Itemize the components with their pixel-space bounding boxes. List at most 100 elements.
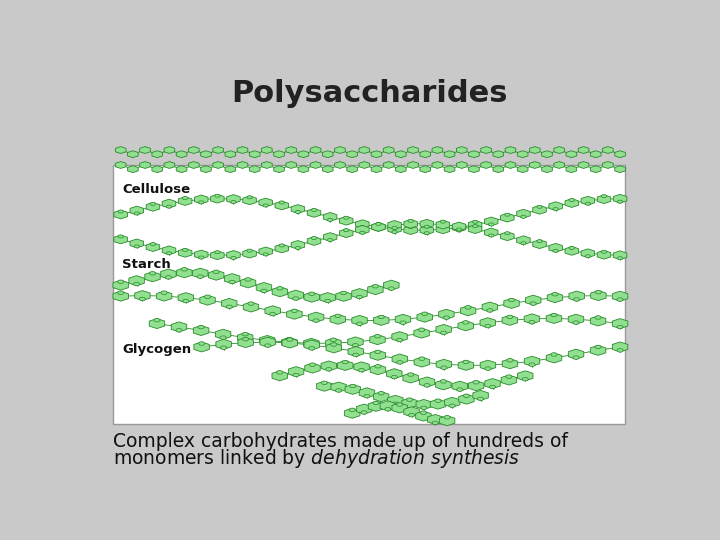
Polygon shape (130, 206, 143, 215)
Polygon shape (201, 151, 211, 158)
Polygon shape (145, 272, 161, 282)
Polygon shape (376, 222, 382, 225)
Polygon shape (347, 166, 357, 173)
Polygon shape (378, 392, 384, 395)
Polygon shape (275, 244, 289, 253)
Polygon shape (452, 222, 466, 231)
Polygon shape (370, 335, 385, 345)
Polygon shape (418, 328, 425, 332)
Polygon shape (194, 195, 208, 204)
Polygon shape (317, 381, 332, 391)
Polygon shape (551, 313, 557, 316)
Polygon shape (308, 345, 315, 348)
Polygon shape (264, 342, 271, 346)
Polygon shape (387, 395, 403, 406)
Polygon shape (242, 338, 249, 341)
Polygon shape (354, 362, 369, 372)
Polygon shape (359, 388, 374, 398)
Polygon shape (348, 347, 364, 356)
Polygon shape (428, 415, 443, 424)
Polygon shape (229, 280, 235, 284)
Polygon shape (415, 411, 431, 421)
Polygon shape (508, 298, 515, 302)
Polygon shape (156, 291, 172, 301)
Polygon shape (356, 404, 372, 414)
Polygon shape (468, 220, 482, 229)
Polygon shape (617, 257, 623, 260)
Polygon shape (189, 146, 199, 153)
Polygon shape (298, 166, 309, 173)
Polygon shape (295, 211, 301, 213)
Polygon shape (194, 342, 210, 352)
Polygon shape (304, 292, 320, 302)
Polygon shape (370, 364, 386, 375)
Polygon shape (504, 299, 519, 308)
Polygon shape (325, 368, 332, 371)
Polygon shape (245, 278, 251, 281)
Polygon shape (392, 231, 397, 233)
Polygon shape (417, 312, 433, 322)
Polygon shape (505, 213, 510, 216)
Polygon shape (325, 338, 341, 348)
Polygon shape (403, 373, 418, 383)
Polygon shape (339, 217, 353, 225)
Polygon shape (452, 381, 467, 391)
Text: monomers linked by $\it{dehydration\ synthesis}$: monomers linked by $\it{dehydration\ syn… (114, 448, 521, 470)
Polygon shape (323, 213, 337, 221)
Text: Polysaccharides: Polysaccharides (230, 79, 508, 109)
Polygon shape (150, 202, 156, 205)
Polygon shape (139, 298, 145, 301)
Polygon shape (339, 229, 353, 238)
Polygon shape (215, 251, 220, 254)
Polygon shape (482, 302, 498, 312)
Polygon shape (171, 322, 186, 332)
Polygon shape (408, 373, 414, 376)
Polygon shape (374, 364, 382, 368)
Polygon shape (310, 146, 321, 153)
Polygon shape (528, 363, 536, 366)
Polygon shape (487, 309, 493, 312)
Polygon shape (249, 166, 260, 173)
Polygon shape (578, 161, 589, 168)
Polygon shape (352, 343, 359, 347)
Polygon shape (115, 146, 126, 153)
Polygon shape (336, 292, 351, 301)
Polygon shape (304, 339, 319, 348)
Polygon shape (220, 336, 227, 339)
Polygon shape (372, 401, 379, 404)
Polygon shape (288, 290, 304, 300)
Polygon shape (310, 161, 321, 168)
Polygon shape (201, 166, 211, 173)
Polygon shape (227, 251, 240, 259)
Polygon shape (601, 251, 607, 253)
Polygon shape (546, 313, 562, 323)
Polygon shape (395, 151, 406, 158)
Polygon shape (213, 270, 220, 273)
Polygon shape (349, 384, 356, 388)
Polygon shape (249, 151, 260, 158)
Polygon shape (176, 329, 182, 332)
Polygon shape (372, 166, 382, 173)
Polygon shape (140, 146, 150, 153)
Polygon shape (247, 249, 253, 252)
Polygon shape (435, 399, 441, 402)
Polygon shape (383, 161, 394, 168)
Polygon shape (472, 220, 478, 223)
Polygon shape (595, 316, 601, 319)
Polygon shape (424, 232, 430, 235)
Polygon shape (432, 421, 438, 424)
Polygon shape (276, 287, 283, 290)
Polygon shape (432, 146, 443, 153)
Polygon shape (198, 342, 205, 345)
Polygon shape (420, 151, 431, 158)
Polygon shape (198, 256, 204, 259)
Polygon shape (349, 408, 356, 411)
Polygon shape (569, 246, 575, 249)
Polygon shape (530, 302, 536, 305)
Polygon shape (408, 161, 418, 168)
Polygon shape (436, 359, 451, 369)
Polygon shape (261, 146, 272, 153)
Polygon shape (127, 166, 138, 173)
Polygon shape (162, 199, 176, 208)
Polygon shape (330, 338, 337, 341)
